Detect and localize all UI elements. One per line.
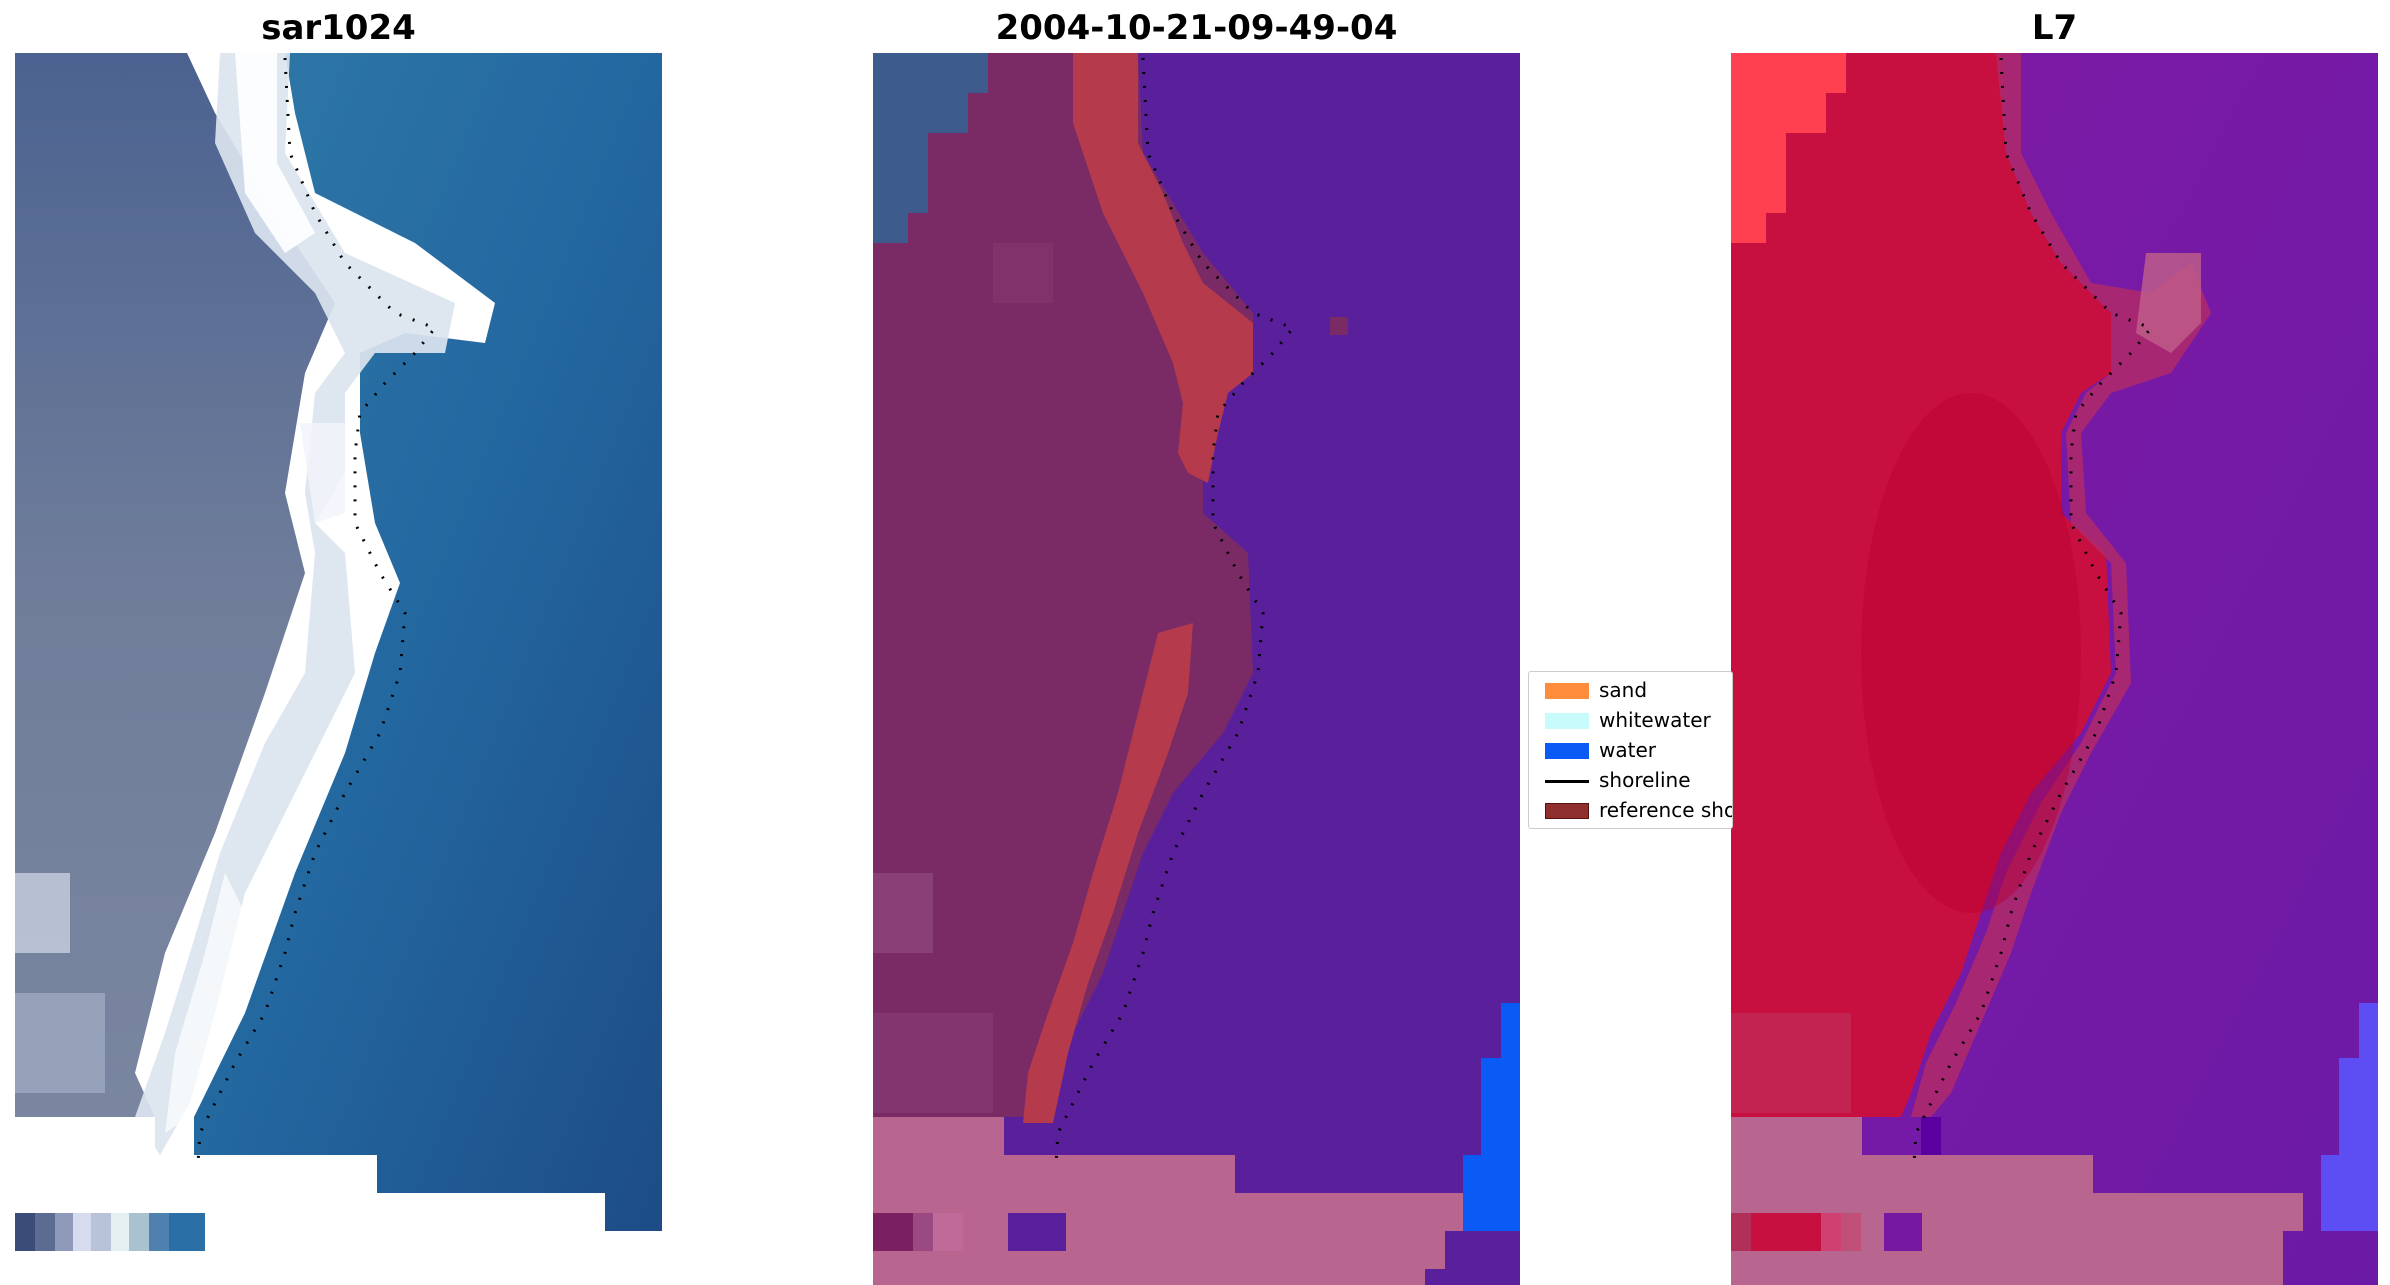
- index-image: [1731, 53, 2378, 1285]
- rgb-sea: [187, 53, 662, 1231]
- legend-swatch-water: [1545, 743, 1589, 759]
- classified-panel-title: 2004-10-21-09-49-04: [995, 8, 1398, 48]
- rgb-bottom-pixel-strip: [15, 1213, 205, 1251]
- legend-line-shoreline: [1545, 780, 1589, 783]
- index-panel-title: L7: [2031, 8, 2078, 48]
- classified-image: [873, 53, 1520, 1285]
- legend-label-shoreline: shoreline: [1599, 768, 1691, 792]
- legend-label-sand: sand: [1599, 678, 1648, 702]
- legend: sand whitewater water shoreline referenc…: [1528, 671, 1733, 829]
- legend-swatch-whitewater: [1545, 713, 1589, 729]
- index-land: [1731, 53, 2111, 1117]
- rgb-land: [15, 53, 335, 1117]
- index-nodata: [1731, 1117, 2303, 1285]
- classified-image-panel: 2004-10-21-09-49-04: [873, 0, 1520, 1285]
- classified-water-flag: [1463, 1003, 1520, 1231]
- rgb-sand-strip: [135, 53, 455, 1155]
- index-water-flag: [2321, 1003, 2378, 1231]
- legend-swatch-reference-shoreline: [1545, 803, 1589, 819]
- legend-swatch-sand: [1545, 683, 1589, 699]
- rgb-image: [15, 53, 662, 1285]
- legend-label-whitewater: whitewater: [1599, 708, 1711, 732]
- legend-label-reference-shoreline: reference shoreline: [1599, 798, 1732, 822]
- index-image-panel: L7: [1731, 0, 2378, 1285]
- classified-sand: [1073, 53, 1253, 483]
- legend-label-water: water: [1599, 738, 1656, 762]
- rgb-image-panel: sar1024: [15, 0, 662, 1285]
- rgb-panel-title: sar1024: [261, 8, 416, 48]
